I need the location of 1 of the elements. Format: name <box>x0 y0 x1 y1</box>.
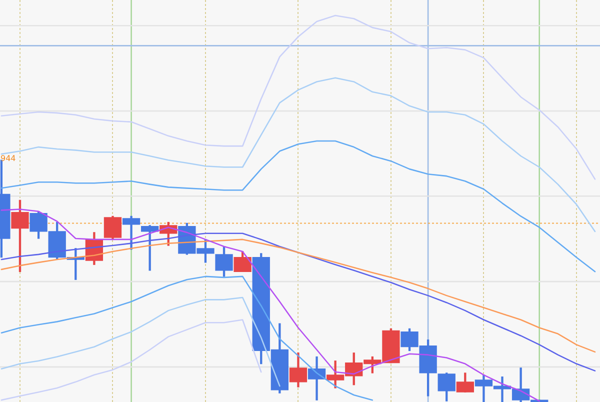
annotation: 944 <box>0 154 16 164</box>
